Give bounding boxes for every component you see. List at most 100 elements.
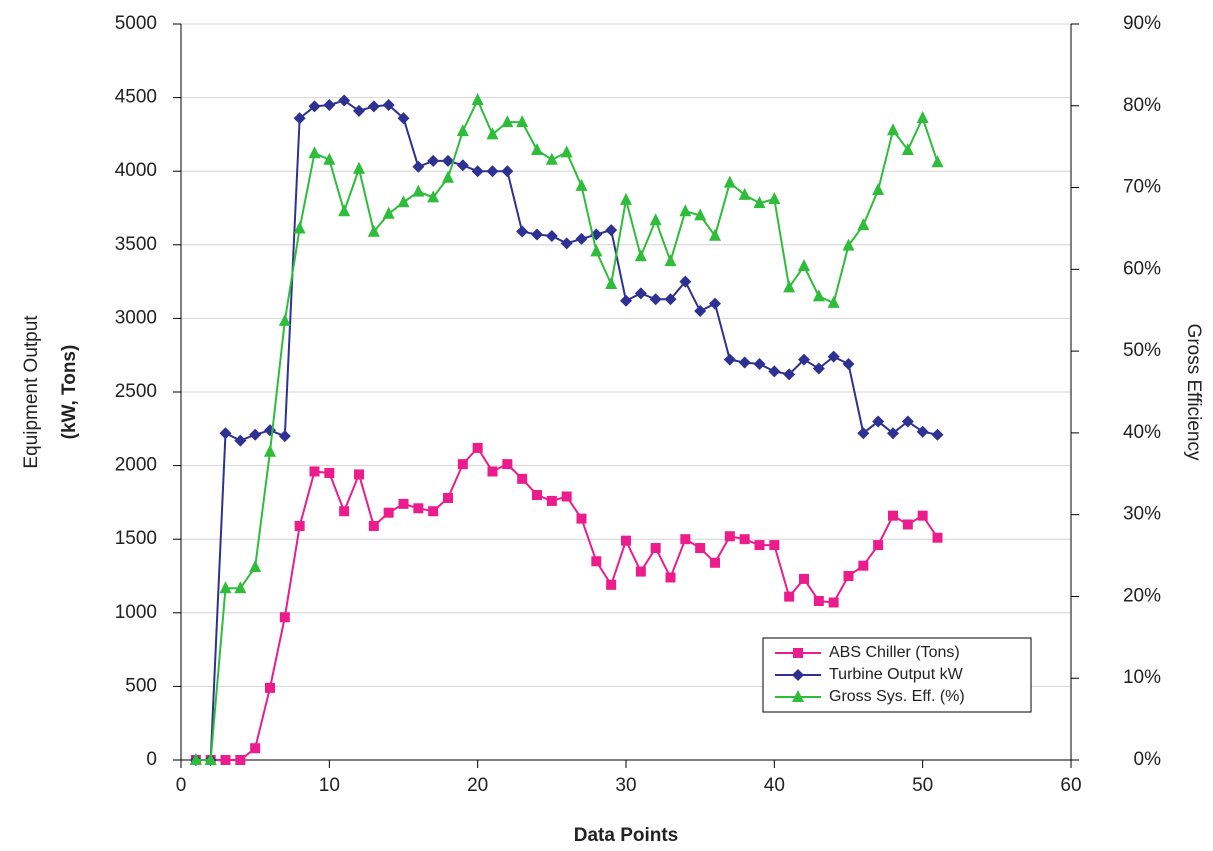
- y-tick-label: 5000: [115, 13, 157, 34]
- y-axis-title: (kW, Tons): [59, 345, 80, 440]
- marker: [516, 225, 529, 238]
- marker: [397, 195, 410, 208]
- marker: [517, 473, 528, 484]
- marker: [798, 353, 810, 366]
- marker: [902, 519, 913, 530]
- y-tick-label: 1000: [115, 602, 157, 623]
- marker: [827, 350, 840, 363]
- marker: [843, 571, 854, 581]
- marker: [383, 507, 394, 518]
- marker: [367, 100, 380, 113]
- marker: [575, 232, 588, 245]
- marker: [931, 428, 944, 441]
- marker: [828, 597, 839, 608]
- marker: [428, 506, 439, 517]
- marker: [516, 115, 529, 128]
- marker: [620, 294, 632, 307]
- marker: [486, 165, 499, 178]
- marker: [456, 124, 469, 137]
- y-tick-label: 3000: [115, 307, 157, 328]
- marker: [471, 165, 484, 178]
- marker: [738, 356, 751, 369]
- marker: [412, 160, 425, 173]
- x-tick-label: 10: [319, 775, 340, 796]
- marker: [545, 229, 558, 242]
- marker: [694, 208, 707, 221]
- marker: [471, 93, 484, 106]
- y2-tick-label: 90%: [1123, 13, 1161, 34]
- marker: [842, 358, 855, 371]
- marker: [873, 540, 884, 551]
- marker: [650, 543, 661, 554]
- marker: [427, 190, 440, 203]
- marker: [442, 170, 454, 183]
- marker: [679, 275, 692, 288]
- marker: [813, 596, 824, 607]
- y2-tick-label: 50%: [1123, 340, 1161, 361]
- marker: [753, 196, 766, 209]
- marker: [694, 305, 707, 318]
- y2-tick-label: 10%: [1123, 667, 1161, 688]
- marker: [339, 506, 350, 517]
- y2-tick-label: 30%: [1123, 504, 1161, 525]
- marker: [621, 535, 631, 546]
- y-tick-label: 4000: [115, 160, 157, 181]
- marker: [576, 513, 587, 524]
- x-tick-label: 0: [176, 775, 187, 796]
- marker: [264, 444, 276, 457]
- y2-tick-label: 40%: [1123, 422, 1161, 443]
- marker: [561, 491, 572, 502]
- marker: [664, 293, 677, 306]
- marker: [783, 368, 796, 381]
- marker: [278, 313, 291, 326]
- marker: [812, 289, 825, 302]
- y2-tick-label: 20%: [1123, 585, 1161, 606]
- marker: [354, 469, 364, 480]
- marker: [872, 183, 885, 196]
- marker: [784, 591, 795, 602]
- x-tick-label: 40: [764, 775, 785, 796]
- marker: [279, 612, 290, 623]
- marker: [857, 218, 870, 231]
- marker: [412, 184, 425, 197]
- marker: [753, 358, 766, 371]
- marker: [590, 244, 603, 257]
- marker: [916, 111, 929, 124]
- marker: [293, 112, 306, 125]
- marker: [250, 743, 261, 754]
- marker: [793, 648, 803, 658]
- marker: [798, 259, 810, 272]
- marker: [635, 566, 646, 577]
- marker: [739, 534, 750, 545]
- marker: [443, 492, 453, 503]
- marker: [308, 146, 321, 159]
- marker: [605, 277, 618, 290]
- marker: [605, 224, 618, 237]
- marker: [591, 556, 602, 567]
- marker: [634, 249, 647, 262]
- x-tick-label: 20: [467, 775, 488, 796]
- marker: [456, 159, 469, 172]
- marker: [323, 98, 336, 111]
- y2-tick-label: 70%: [1123, 177, 1161, 198]
- marker: [368, 520, 379, 531]
- x-tick-label: 60: [1060, 775, 1081, 796]
- marker: [858, 560, 869, 571]
- marker: [634, 287, 647, 300]
- y-tick-label: 4500: [115, 87, 157, 108]
- marker: [502, 459, 513, 470]
- marker: [709, 228, 721, 241]
- x-axis-title: Data Points: [574, 825, 679, 846]
- marker: [799, 573, 809, 584]
- marker: [338, 204, 351, 217]
- marker: [901, 142, 914, 155]
- marker: [189, 753, 202, 765]
- x-tick-label: 50: [912, 775, 933, 796]
- marker: [220, 755, 231, 765]
- marker: [665, 572, 676, 583]
- marker: [324, 467, 335, 478]
- marker: [308, 100, 321, 113]
- marker: [382, 206, 395, 219]
